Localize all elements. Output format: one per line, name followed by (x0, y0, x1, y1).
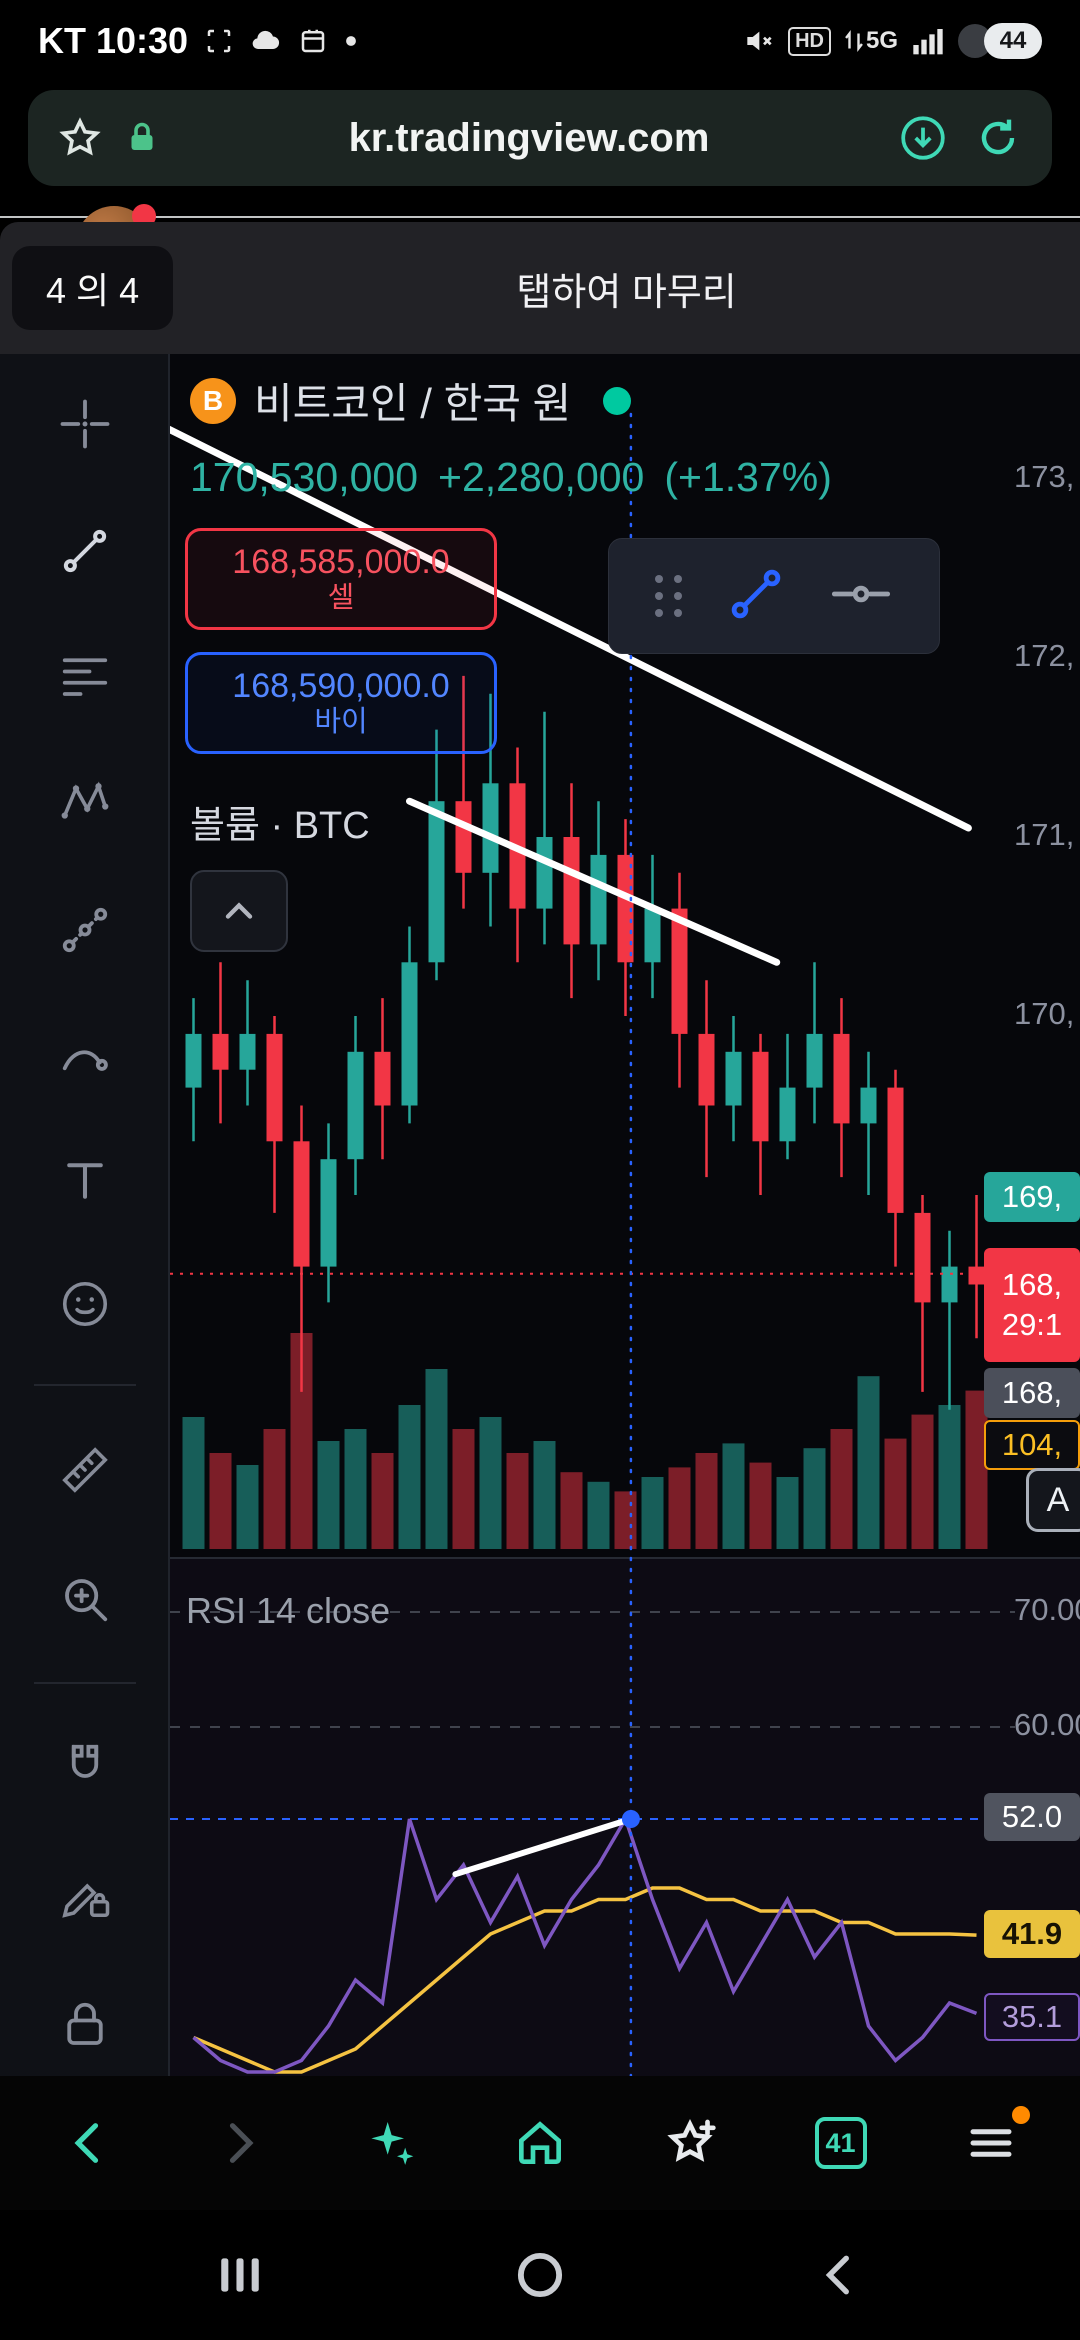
drawing-floating-toolbar (608, 538, 940, 654)
home-nav-button[interactable] (505, 2240, 575, 2310)
refresh-icon[interactable] (974, 114, 1022, 162)
price-change-pct: (+1.37%) (664, 454, 832, 500)
text-tool-icon[interactable] (58, 1154, 112, 1208)
tab-count: 41 (814, 2117, 867, 2169)
page-divider (0, 216, 1080, 218)
drawing-toolbar (0, 354, 170, 2076)
forecast-tool-icon[interactable] (58, 903, 112, 957)
symbol-name[interactable]: 비트코인 / 한국 원 (254, 380, 572, 427)
menu-notification-dot (1011, 2106, 1030, 2124)
crosshair-price-badge: 168, (984, 1368, 1080, 1418)
5g-icon: 5G (845, 27, 898, 55)
drawing-lock-tool-icon[interactable] (58, 1868, 112, 1922)
signal-bars-icon (912, 26, 944, 56)
symbol-header[interactable]: B 비트코인 / 한국 원 (190, 370, 632, 431)
trendline-selected-icon[interactable] (724, 562, 788, 631)
bookmarks-button[interactable] (645, 2098, 735, 2188)
ai-sparkle-button[interactable] (345, 2098, 435, 2188)
price-axis-label: 171, (1014, 817, 1075, 852)
home-button[interactable] (495, 2098, 585, 2188)
price-axis-label: 170, (1014, 996, 1075, 1031)
rsi-level-label: 70.00 (1014, 1592, 1080, 1627)
rsi-indicator-label[interactable]: RSI 14 close (186, 1590, 391, 1631)
rsi-ma-badge: 41.9 (984, 1910, 1080, 1958)
price-axis-label: 173, (1014, 459, 1075, 494)
last-price-badge: 169, (984, 1172, 1080, 1222)
carrier-time: KT 10:30 (38, 20, 189, 61)
magnet-tool-icon[interactable] (58, 1740, 112, 1794)
sell-price: 168,585,000.0 (232, 542, 450, 581)
rsi-level-label: 60.00 (1014, 1707, 1080, 1742)
curve-tool-icon[interactable] (58, 1030, 112, 1084)
tutorial-coachmark[interactable]: 4 의 4 탭하여 마무리 (0, 222, 1080, 354)
forward-button[interactable] (194, 2098, 284, 2188)
trendline-tool-icon[interactable] (58, 524, 112, 578)
lock-tool-icon[interactable] (58, 1998, 112, 2052)
battery-percent: 44 (984, 23, 1042, 59)
buy-price: 168,590,000.0 (232, 666, 450, 705)
notification-dot-icon (344, 34, 358, 48)
ruler-tool-icon[interactable] (58, 1443, 112, 1497)
bitcoin-icon: B (190, 377, 236, 424)
hd-icon: HD (788, 26, 831, 56)
volume-indicator-label[interactable]: 볼륨 · BTC (190, 805, 370, 847)
toolbar-divider (34, 1682, 136, 1684)
crosshair-tool-icon[interactable] (58, 397, 112, 451)
screenshot-icon (204, 26, 234, 56)
menu-button[interactable] (946, 2098, 1036, 2188)
price-chart-canvas[interactable] (170, 354, 1080, 2076)
zoom-in-tool-icon[interactable] (58, 1572, 112, 1626)
fib-lines-tool-icon[interactable] (58, 649, 112, 703)
buy-button[interactable]: 168,590,000.0 바이 (185, 652, 497, 754)
bookmark-star-icon[interactable] (58, 116, 102, 160)
last-price: 170,530,000 (190, 454, 419, 500)
price-axis-label: 172, (1014, 638, 1075, 673)
android-navigation-bar (0, 2210, 1080, 2340)
tabs-button[interactable]: 41 (796, 2098, 886, 2188)
browser-url-bar: kr.tradingview.com (0, 82, 1080, 202)
horizontal-ray-icon[interactable] (829, 562, 893, 631)
emoji-tool-icon[interactable] (58, 1277, 112, 1331)
url-text[interactable]: kr.tradingview.com (348, 115, 710, 160)
price-row: 170,530,000 +2,280,000 (+1.37%) (190, 454, 832, 501)
webview: 4 의 4 탭하여 마무리 (0, 202, 1080, 2076)
sell-label: 셀 (327, 581, 355, 614)
rsi-crosshair-badge: 52.0 (984, 1793, 1080, 1841)
browser-toolbar: 41 (0, 2076, 1080, 2210)
pattern-tool-icon[interactable] (58, 775, 112, 829)
market-open-dot-icon (603, 386, 632, 415)
coachmark-instruction[interactable]: 탭하여 마무리 (516, 271, 737, 314)
sell-button[interactable]: 168,585,000.0 셀 (185, 528, 497, 630)
rsi-value-badge: 35.1 (984, 1993, 1080, 2041)
coachmark-step-counter: 4 의 4 (12, 246, 174, 330)
status-bar: KT 10:30 HD 5G 44 (0, 0, 1080, 82)
collapse-panel-button[interactable] (190, 870, 288, 952)
back-button[interactable] (44, 2098, 134, 2188)
cloud-icon (250, 25, 282, 57)
price-change: +2,280,000 (438, 454, 645, 500)
volume-value-badge: 104, (984, 1420, 1080, 1470)
auto-scale-button[interactable]: A (1026, 1468, 1080, 1532)
calendar-icon (298, 26, 328, 56)
secure-lock-icon[interactable] (124, 120, 160, 156)
download-icon[interactable] (898, 113, 948, 163)
toolbar-divider (34, 1384, 136, 1386)
drag-handle-icon[interactable] (655, 575, 684, 617)
countdown-price-badge: 168, 29:1 (984, 1248, 1080, 1362)
battery-indicator: 44 (958, 23, 1042, 59)
url-pill[interactable]: kr.tradingview.com (28, 90, 1052, 186)
buy-label: 바이 (314, 705, 368, 738)
mute-icon (742, 25, 774, 57)
recents-button[interactable] (205, 2240, 275, 2310)
back-nav-button[interactable] (805, 2240, 875, 2310)
